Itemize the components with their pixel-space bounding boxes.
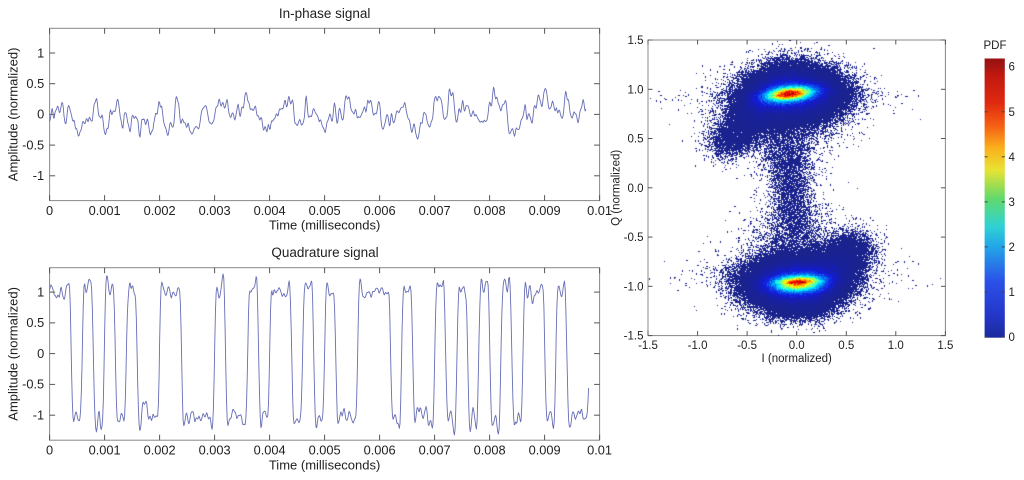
svg-text:-1.5: -1.5 <box>624 331 644 343</box>
svg-text:0.007: 0.007 <box>419 203 451 218</box>
svg-text:1.0: 1.0 <box>888 340 904 352</box>
svg-text:0.001: 0.001 <box>89 443 121 458</box>
svg-text:Quadrature signal: Quadrature signal <box>271 245 378 260</box>
svg-text:0.008: 0.008 <box>474 203 506 218</box>
svg-text:-0.5: -0.5 <box>737 340 757 352</box>
svg-text:2: 2 <box>1009 242 1015 254</box>
svg-text:-1.5: -1.5 <box>638 340 658 352</box>
svg-text:0.002: 0.002 <box>144 203 176 218</box>
svg-text:PDF: PDF <box>984 40 1007 52</box>
svg-text:0.0: 0.0 <box>628 183 644 195</box>
svg-text:1.5: 1.5 <box>937 340 953 352</box>
svg-text:0.5: 0.5 <box>838 340 854 352</box>
svg-text:0: 0 <box>1009 332 1015 344</box>
svg-text:0: 0 <box>46 203 53 218</box>
svg-text:Time (milliseconds): Time (milliseconds) <box>269 218 380 233</box>
svg-text:-0.5: -0.5 <box>624 232 644 244</box>
svg-text:0.0: 0.0 <box>789 340 805 352</box>
svg-text:0.006: 0.006 <box>364 443 396 458</box>
svg-text:0.5: 0.5 <box>26 315 44 330</box>
svg-text:0: 0 <box>46 443 53 458</box>
svg-text:0.004: 0.004 <box>254 203 286 218</box>
svg-text:0.002: 0.002 <box>144 443 176 458</box>
svg-text:0.004: 0.004 <box>254 443 286 458</box>
svg-text:0.5: 0.5 <box>628 134 644 146</box>
svg-text:0.5: 0.5 <box>26 76 44 91</box>
svg-text:Amplitude (normalized): Amplitude (normalized) <box>6 48 21 182</box>
svg-text:0.005: 0.005 <box>309 203 341 218</box>
svg-text:0.009: 0.009 <box>529 443 561 458</box>
svg-text:0.005: 0.005 <box>309 443 341 458</box>
svg-text:0.01: 0.01 <box>587 443 612 458</box>
svg-text:In-phase signal: In-phase signal <box>279 6 371 21</box>
svg-text:0.003: 0.003 <box>199 203 231 218</box>
svg-text:I (normalized): I (normalized) <box>762 353 832 365</box>
svg-text:Q (normalized): Q (normalized) <box>611 150 623 226</box>
svg-text:0: 0 <box>37 107 44 122</box>
svg-text:6: 6 <box>1009 62 1015 74</box>
svg-text:0.001: 0.001 <box>89 203 121 218</box>
svg-text:0.007: 0.007 <box>419 443 451 458</box>
svg-text:3: 3 <box>1009 197 1015 209</box>
svg-text:-1.0: -1.0 <box>624 281 644 293</box>
svg-text:4: 4 <box>1009 152 1016 164</box>
svg-text:Amplitude (normalized): Amplitude (normalized) <box>6 287 21 421</box>
svg-text:1: 1 <box>37 284 44 299</box>
svg-text:Time (milliseconds): Time (milliseconds) <box>269 458 380 473</box>
svg-text:-1: -1 <box>33 168 44 183</box>
svg-text:1: 1 <box>37 45 44 60</box>
svg-text:-1.0: -1.0 <box>688 340 708 352</box>
svg-text:-1: -1 <box>33 408 44 423</box>
svg-text:5: 5 <box>1009 107 1015 119</box>
svg-text:0.01: 0.01 <box>587 203 612 218</box>
svg-text:1.0: 1.0 <box>628 84 644 96</box>
svg-text:-0.5: -0.5 <box>22 377 44 392</box>
svg-text:-0.5: -0.5 <box>22 137 44 152</box>
svg-text:0.003: 0.003 <box>199 443 231 458</box>
svg-text:0.006: 0.006 <box>364 203 396 218</box>
svg-text:1.5: 1.5 <box>628 35 644 47</box>
svg-text:0.008: 0.008 <box>474 443 506 458</box>
svg-text:1: 1 <box>1009 287 1015 299</box>
svg-text:0: 0 <box>37 346 44 361</box>
svg-text:0.009: 0.009 <box>529 203 561 218</box>
